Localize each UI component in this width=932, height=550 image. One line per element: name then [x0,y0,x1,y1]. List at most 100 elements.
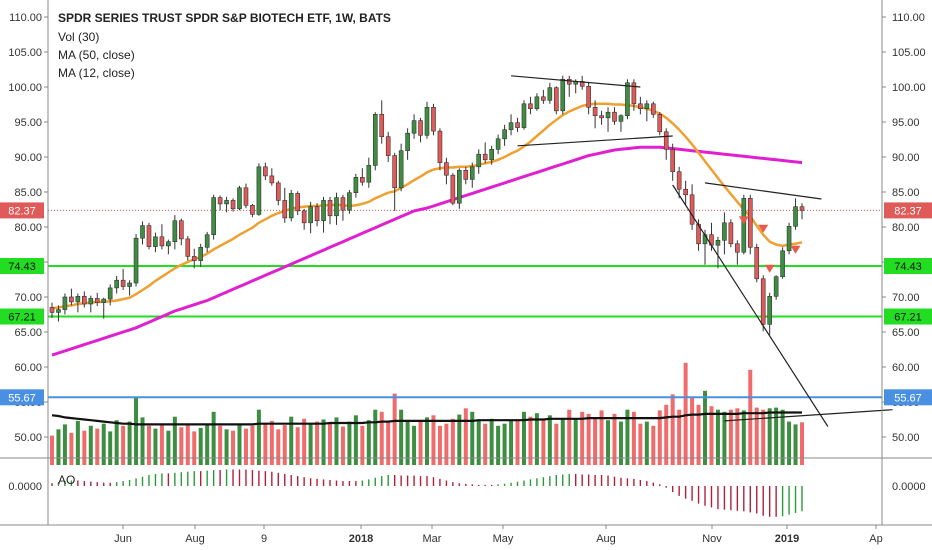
price-badge-label: 74.43 [8,261,36,273]
legend-title: SPDR SERIES TRUST SPDR S&P BIOTECH ETF, … [58,11,391,25]
candle-body [495,138,501,150]
volume-bar [554,423,559,465]
candle-body [747,198,753,248]
candle-body [463,170,469,180]
candle [366,157,372,188]
candle-body [418,120,423,136]
volume-bar [82,430,87,465]
volume-bar [159,425,164,465]
candle-body [405,132,410,151]
candle-body [295,193,300,212]
x-tick-label: Aug [596,533,616,545]
candle-body [269,175,275,184]
volume-bar [269,420,274,465]
candle-body [689,194,695,225]
candle [437,128,443,171]
candle-body [49,307,55,313]
moving-averages [51,102,803,357]
candle-body [631,82,637,105]
candle [179,218,184,246]
candle [133,234,139,287]
volume-bar [625,409,630,465]
y-tick-label-right: 110.00 [892,12,925,24]
candle [88,295,94,313]
candle [502,124,507,146]
candle-body [347,192,352,211]
candle [62,293,68,315]
candle [146,222,152,250]
volume-bar [437,425,442,465]
candle-body [502,129,507,140]
candle [586,82,591,115]
candle [728,219,734,248]
y-tick-label-left: 110.00 [9,12,42,24]
candle-body [541,96,546,101]
candle-body [88,298,94,305]
candle [566,75,572,97]
candle-body [605,111,611,119]
volume-bar [360,425,365,465]
candle [256,163,262,216]
candle [120,269,126,290]
candle-body [172,220,178,242]
candle-body [799,206,805,211]
legend-item-ma12: MA (12, close) [58,66,135,80]
volume-bar [321,419,326,465]
price-badge [884,202,932,219]
volume-bar [334,417,339,465]
volume-bar [218,425,223,465]
candle-body [107,287,113,300]
price-badge-label: 67.21 [894,312,922,324]
candle-body [353,177,359,194]
candle [295,191,300,216]
volume-bars [49,362,805,465]
candle [547,82,553,104]
candle-body [728,222,734,245]
candle-body [379,114,385,138]
volume-bar [515,420,520,465]
volume-bar [56,429,61,465]
candle-body [625,82,630,117]
candle [521,100,527,130]
volume-bar [418,420,423,465]
candle [741,194,747,255]
price-badge [0,202,44,219]
candle [314,203,320,227]
candle [243,183,249,209]
volume-bar [424,417,430,465]
candle [780,247,785,279]
volume-bar [62,424,67,465]
y-tick-label-right: 100.00 [892,82,926,94]
candle [334,192,339,225]
volume-bar [69,432,74,465]
down-arrow-marker [738,216,749,225]
candle [463,166,469,185]
volume-bar [509,420,514,465]
candle-body [489,149,494,161]
volume-bar [799,422,805,465]
candle-body [69,296,74,303]
candle [385,131,391,162]
candle-body [670,149,675,173]
candle-body [127,282,132,287]
volume-bar [599,410,604,465]
volume-bar [586,413,591,465]
candle [689,184,695,230]
candle [612,107,617,125]
candle [747,194,753,255]
candle [140,221,145,245]
volume-bar [793,424,798,465]
candle [644,100,650,122]
volume-bar [541,418,546,465]
candle [204,231,210,253]
volume-bar [405,420,410,465]
candle-body [735,243,740,253]
candle-body [554,87,559,112]
candle-body [411,120,417,134]
trend-lines [510,75,893,427]
candle-body [211,197,216,236]
volume-bar [696,404,701,465]
volume-bar [709,406,714,465]
